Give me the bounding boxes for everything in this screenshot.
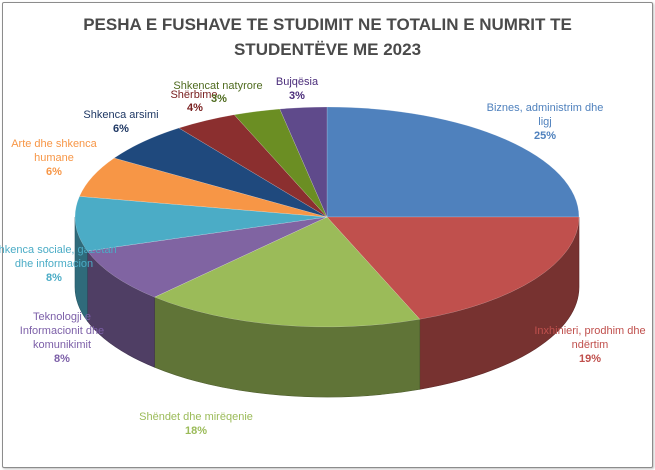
pie-slice-0 (326, 106, 580, 218)
pie-labels: Biznes, administrim dhe ligj 25% Inxhinieri… (0, 76, 646, 437)
slice-label-3-line-1: Informacionit dhe (20, 325, 104, 337)
slice-label-5-line-1: humane (34, 152, 74, 164)
pie-slice-1 (326, 216, 580, 320)
pie-slice-5 (79, 157, 328, 218)
slice-label-1-line-1: ndërtim (572, 339, 609, 351)
pie-slice-2 (153, 216, 421, 328)
slice-label-2-line-0: Shëndet dhe mirëqenie (139, 411, 253, 423)
slice-label-0-line-1: ligj (538, 116, 551, 128)
slice-label-9-name: Bujqësia (276, 76, 319, 88)
slice-value-7: 4% (187, 102, 203, 114)
pie-slice-3 (86, 216, 328, 298)
pie-slice-4 (74, 196, 328, 252)
slice-label-9: Bujqësia 3% (276, 76, 319, 102)
slice-label-4-line-1: dhe informacion (15, 258, 93, 270)
slice-label-4: Shkenca sociale, gazetari dhe informacion… (0, 244, 117, 284)
slice-label-8-name: Shkencat natyrore (173, 80, 262, 92)
slice-value-2: 18% (185, 425, 207, 437)
slice-label-3-line-2: komunikimit (33, 339, 91, 351)
pie-slice-6 (113, 127, 328, 218)
slice-label-6-line-0: Shkenca arsimi (83, 109, 158, 121)
slice-label-4-line-0: Shkenca sociale, gazetari (0, 244, 117, 256)
slice-label-1: Inxhinieri, prodhim dhe ndërtim 19% (534, 325, 645, 365)
pie-tops (74, 106, 580, 328)
slice-label-3: Teknologji e Informacionit dhe komunikimit… (20, 311, 104, 365)
slice-label-5-line-0: Arte dhe shkenca (11, 138, 97, 150)
chart-title-line-1: PESHA E FUSHAVE TE STUDIMIT NE TOTALIN E… (83, 15, 572, 34)
slice-value-8: 3% (211, 93, 227, 105)
slice-label-3-line-0: Teknologji e (33, 311, 91, 323)
slice-value-1: 19% (579, 353, 601, 365)
pie-slice-9 (279, 106, 328, 218)
pie-slice-7 (178, 114, 328, 218)
slice-value-9: 3% (289, 90, 305, 102)
slice-value-4: 8% (46, 272, 62, 284)
slice-label-7-name: Shërbime (170, 89, 217, 101)
pie-slice-8 (233, 108, 328, 218)
slice-label-6: Shkenca arsimi 6% (83, 109, 158, 135)
slice-label-0-line-0: Biznes, administrim dhe (487, 102, 604, 114)
slice-label-0: Biznes, administrim dhe ligj 25% (487, 102, 604, 142)
slice-value-6: 6% (113, 123, 129, 135)
chart-title-line-2: STUDENTËVE ME 2023 (233, 40, 422, 59)
slice-value-0: 25% (534, 130, 556, 142)
slice-label-2: Shëndet dhe mirëqenie 18% (139, 411, 253, 437)
slice-label-1-line-0: Inxhinieri, prodhim dhe (534, 325, 645, 337)
slice-value-5: 6% (46, 166, 62, 178)
slice-value-3: 8% (54, 353, 70, 365)
chart-title: PESHA E FUSHAVE TE STUDIMIT NE TOTALIN E… (0, 12, 655, 62)
slice-label-5: Arte dhe shkenca humane 6% (11, 138, 97, 178)
